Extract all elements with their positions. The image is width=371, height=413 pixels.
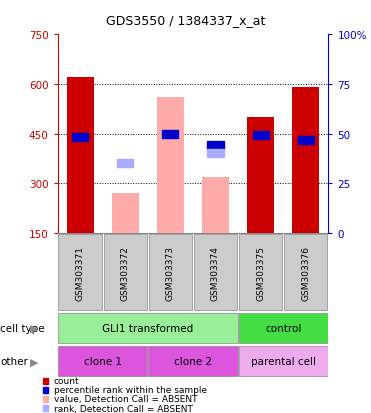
Bar [157, 98, 184, 233]
Bar [117, 160, 133, 168]
Text: GSM303375: GSM303375 [256, 245, 265, 300]
Text: value, Detection Call = ABSENT: value, Detection Call = ABSENT [54, 394, 197, 404]
Bar [247, 118, 274, 233]
Text: ▶: ▶ [30, 356, 39, 366]
Text: GSM303373: GSM303373 [166, 245, 175, 300]
Text: GSM303372: GSM303372 [121, 245, 130, 300]
Text: cell type: cell type [0, 323, 45, 333]
Bar [292, 88, 319, 233]
Bar [162, 130, 178, 138]
Bar [253, 132, 269, 140]
Text: GSM303374: GSM303374 [211, 245, 220, 300]
Text: GDS3550 / 1384337_x_at: GDS3550 / 1384337_x_at [106, 14, 265, 27]
Bar [66, 78, 93, 233]
Text: other: other [0, 356, 28, 366]
Text: percentile rank within the sample: percentile rank within the sample [54, 385, 207, 394]
Bar [148, 346, 237, 377]
Bar [239, 235, 282, 310]
Bar [149, 235, 192, 310]
Bar [58, 346, 147, 377]
Bar [239, 313, 328, 344]
Bar [207, 150, 224, 158]
Bar [298, 137, 314, 145]
Bar [112, 194, 139, 233]
Bar [72, 133, 88, 142]
Text: clone 1: clone 1 [83, 356, 122, 366]
Text: clone 2: clone 2 [174, 356, 212, 366]
Bar [194, 235, 237, 310]
Text: GSM303376: GSM303376 [301, 245, 310, 300]
Text: rank, Detection Call = ABSENT: rank, Detection Call = ABSENT [54, 404, 193, 413]
Bar [207, 142, 224, 150]
Text: parental cell: parental cell [251, 356, 316, 366]
Text: GLI1 transformed: GLI1 transformed [102, 323, 193, 333]
Bar [104, 235, 147, 310]
Text: count: count [54, 376, 79, 385]
Bar [239, 346, 328, 377]
Text: ▶: ▶ [30, 323, 39, 333]
Bar [58, 313, 237, 344]
Bar [284, 235, 328, 310]
Bar [58, 235, 102, 310]
Text: GSM303371: GSM303371 [76, 245, 85, 300]
Bar [202, 177, 229, 233]
Text: control: control [265, 323, 301, 333]
